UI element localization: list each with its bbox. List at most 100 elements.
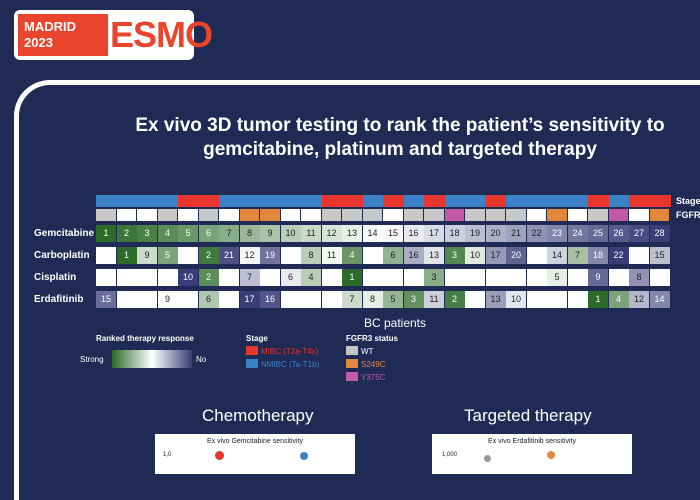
heatmap-cell — [157, 269, 178, 286]
stage-bar-28 — [649, 195, 671, 207]
heatmap-cell: 14 — [362, 225, 383, 242]
heatmap-cell: 2 — [198, 269, 219, 286]
heatmap-cell — [485, 269, 506, 286]
logo-word: ESMO — [110, 12, 213, 58]
heatmap-cell — [280, 247, 301, 264]
heatmap-cell: 18 — [588, 247, 608, 264]
heatmap-cell: 16 — [403, 225, 424, 242]
heatmap-cell: 1 — [116, 247, 137, 264]
fgfr-bar-11 — [301, 209, 321, 221]
heatmap-cell: 10 — [506, 291, 526, 308]
y375c-swatch — [346, 372, 358, 381]
stage-bar-9 — [260, 195, 281, 207]
heatmap-cell — [629, 247, 649, 264]
stage-bar-11 — [301, 195, 322, 207]
fgfr-bar-5 — [178, 209, 198, 221]
logo-year: 2023 — [24, 35, 53, 50]
content-panel — [14, 80, 700, 500]
bc-patients-label: BC patients — [363, 316, 427, 330]
legend-s249c: S249C — [361, 360, 386, 369]
logo-city-block: MADRID 2023 — [18, 14, 108, 56]
erda-point-grey — [484, 455, 491, 462]
fgfr-bar-13 — [342, 209, 362, 221]
fgfr-bar-8 — [239, 209, 259, 221]
fgfr-side-label: FGFR — [676, 210, 700, 220]
fgfr-bar-22 — [526, 209, 546, 221]
fgfr-bar-1 — [96, 209, 116, 221]
nmibc-swatch — [246, 359, 258, 368]
stage-bar-16 — [403, 195, 425, 207]
title-line-2: gemcitabine, platinum and targeted thera… — [203, 139, 597, 160]
logo-word-text: ESMO — [110, 14, 213, 55]
heatmap-cell: 7 — [567, 247, 588, 264]
row-label-cisplatin: Cisplatin — [34, 272, 77, 283]
legend-y375c: Y375C — [361, 373, 386, 382]
gem-plot-title: Ex vivo Gemcitabine sensitivity — [206, 438, 304, 445]
heatmap-cell — [444, 269, 465, 286]
stage-bar-5 — [178, 195, 199, 207]
heatmap-cell: 8 — [629, 269, 649, 286]
heatmap-cell: 9 — [260, 225, 280, 242]
heatmap-cell: 20 — [506, 247, 526, 264]
heatmap-cell — [301, 291, 321, 308]
heatmap-cell: 24 — [567, 225, 588, 242]
heatmap-cell: 10 — [280, 225, 301, 242]
heatmap-cell — [178, 247, 198, 264]
heatmap-cell: 4 — [157, 225, 178, 242]
stage-bar-3 — [137, 195, 158, 207]
heatmap-cell — [608, 269, 629, 286]
stage-bar-8 — [239, 195, 261, 207]
s249c-swatch — [346, 359, 358, 368]
heatmap-cell: 11 — [321, 247, 342, 264]
heatmap-cell: 12 — [239, 247, 260, 264]
targeted-therapy-heading: Targeted therapy — [464, 406, 592, 425]
heatmap-cell: 13 — [485, 291, 506, 308]
heatmap-cell: 11 — [424, 291, 444, 308]
heatmap-cell: 6 — [383, 247, 403, 264]
heatmap-cell — [219, 291, 239, 308]
heatmap-cell — [362, 269, 383, 286]
heatmap-cell: 6 — [198, 225, 219, 242]
erda-tick: 1,000 — [442, 452, 458, 458]
gem-tick: 1,0 — [163, 452, 172, 458]
heatmap-cell: 12 — [321, 225, 342, 242]
response-gradient — [112, 350, 192, 368]
heatmap-cell — [567, 291, 588, 308]
mibc-swatch — [246, 346, 258, 355]
title-line-1: Ex vivo 3D tumor testing to rank the pat… — [135, 115, 665, 136]
stage-bar-24 — [567, 195, 589, 207]
stage-bar-10 — [280, 195, 302, 207]
heatmap-cell: 10 — [178, 269, 198, 286]
heatmap-cell: 13 — [424, 247, 444, 264]
stage-bar-27 — [629, 195, 650, 207]
stage-bar-18 — [444, 195, 466, 207]
gem-point-red — [215, 451, 224, 460]
heatmap-cell — [526, 291, 547, 308]
chemotherapy-heading: Chemotherapy — [202, 406, 314, 425]
heatmap-cell: 5 — [178, 225, 198, 242]
fgfr-bar-16 — [403, 209, 423, 221]
heatmap-cell — [526, 247, 547, 264]
heatmap-cell: 9 — [588, 269, 608, 286]
fgfr-bar-10 — [280, 209, 300, 221]
legend-no: No — [196, 355, 207, 364]
fgfr-bar-24 — [567, 209, 587, 221]
fgfr-bar-4 — [157, 209, 177, 221]
heatmap-cell: 13 — [342, 225, 362, 242]
heatmap-cell — [321, 269, 342, 286]
heatmap-cell: 12 — [629, 291, 649, 308]
stage-bar-7 — [219, 195, 240, 207]
heatmap-cell: 9 — [137, 247, 157, 264]
fgfr-bar-27 — [629, 209, 649, 221]
heatmap-cell: 19 — [260, 247, 280, 264]
stage-bar-23 — [547, 195, 568, 207]
heatmap-cell: 10 — [465, 247, 485, 264]
heatmap-cell — [116, 291, 137, 308]
heatmap-cell: 9 — [157, 291, 178, 308]
fgfr-bar-15 — [383, 209, 403, 221]
heatmap-cell — [137, 291, 157, 308]
heatmap-cell: 14 — [649, 291, 670, 308]
heatmap-cell: 7 — [239, 269, 260, 286]
heatmap-cell: 8 — [301, 247, 321, 264]
heatmap-cell: 4 — [301, 269, 321, 286]
